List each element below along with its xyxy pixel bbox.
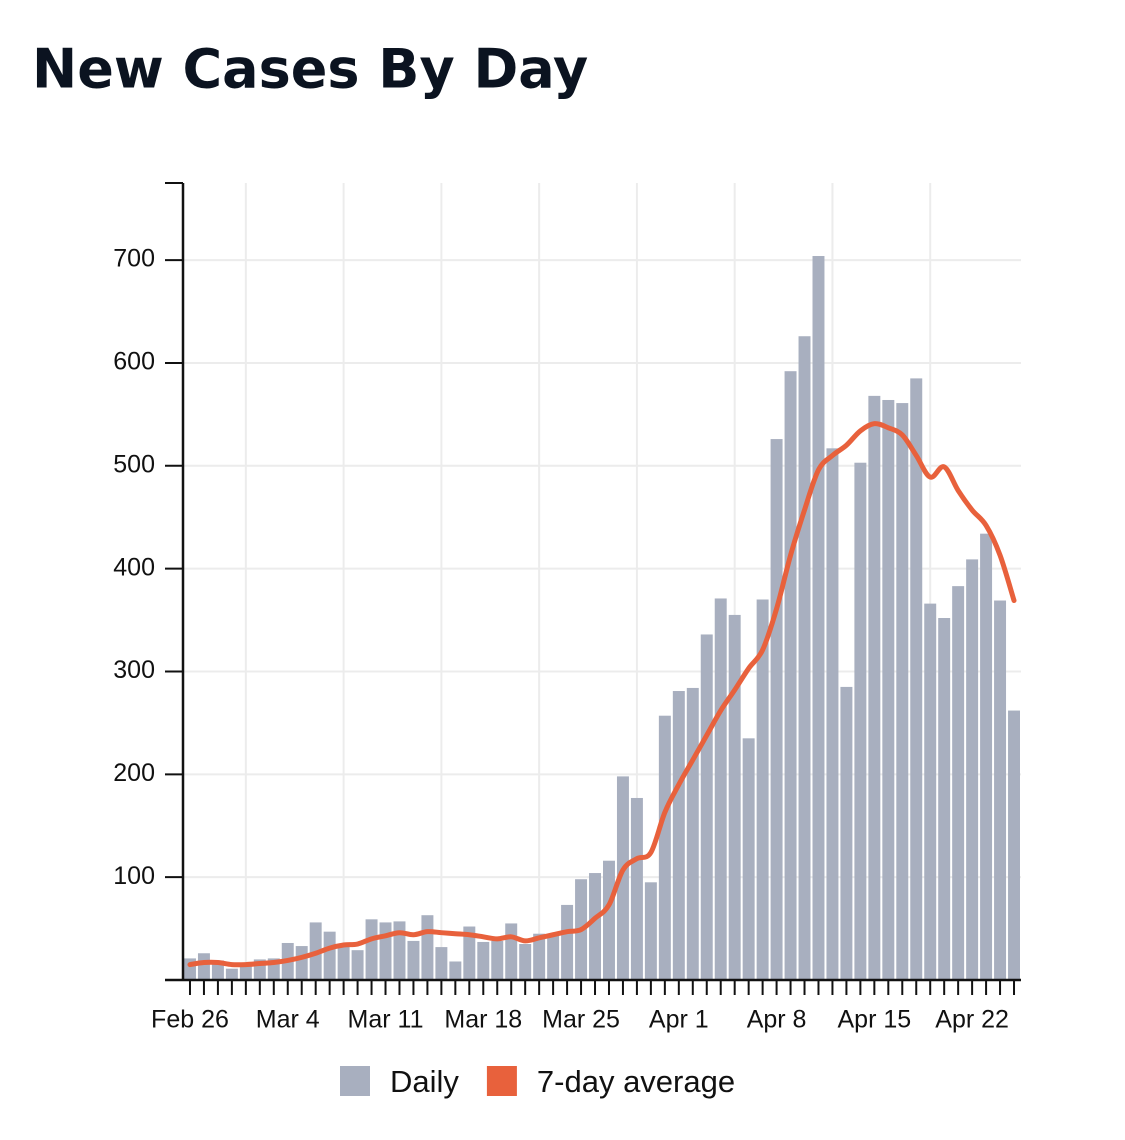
bar (295, 946, 308, 980)
bar (463, 926, 476, 980)
bar (561, 904, 574, 980)
bar (840, 686, 853, 980)
bar (826, 448, 839, 981)
bar (253, 959, 266, 980)
bar (603, 860, 615, 980)
bar (658, 715, 671, 980)
x-tick-label: Mar 11 (348, 1006, 424, 1034)
x-tick-label: Feb 26 (151, 1006, 229, 1034)
bar (421, 915, 434, 980)
y-tick-label: 500 (113, 450, 155, 478)
y-tick-label: 100 (113, 862, 155, 890)
y-tick-label: 200 (113, 759, 155, 787)
bar (784, 371, 797, 980)
bar (197, 953, 210, 980)
x-tick-label: Apr 15 (838, 1006, 912, 1034)
bar (798, 336, 811, 980)
bar (589, 873, 601, 980)
bar (672, 691, 685, 980)
bar (994, 600, 1007, 980)
bar (714, 598, 727, 980)
bar (323, 931, 336, 980)
bar (365, 919, 378, 980)
y-tick-label: 600 (113, 348, 155, 376)
bar (379, 922, 392, 980)
bar (225, 968, 238, 980)
x-tick-label: Apr 1 (649, 1006, 709, 1034)
bar (938, 618, 951, 980)
bar (616, 776, 629, 980)
bar (505, 923, 518, 980)
y-tick-label: 300 (113, 656, 155, 684)
chart-title: New Cases By Day (32, 38, 588, 101)
legend-label: 7-day average (537, 1064, 735, 1099)
bar (882, 399, 895, 980)
bar (966, 559, 979, 980)
bar (812, 256, 825, 980)
x-tick-label: Mar 25 (542, 1006, 620, 1034)
bar (519, 944, 532, 980)
bar (351, 950, 364, 980)
bar (1008, 710, 1020, 980)
bar (910, 378, 923, 980)
bar (952, 586, 965, 980)
y-tick-label: 700 (113, 245, 155, 273)
average-line (187, 421, 1017, 968)
bar (211, 960, 224, 980)
bar (728, 614, 741, 980)
bar (924, 603, 937, 980)
x-tick-label: Mar 18 (444, 1006, 522, 1034)
bar (337, 945, 350, 980)
bar (477, 941, 490, 980)
bar (547, 934, 560, 980)
bar (533, 933, 546, 980)
bar (239, 962, 252, 980)
legend-swatch (340, 1066, 370, 1096)
x-tick-label: Apr 8 (747, 1006, 807, 1034)
bar (686, 687, 699, 980)
bar (449, 961, 462, 980)
bar (407, 940, 420, 980)
x-tick-label: Apr 22 (935, 1006, 1009, 1034)
bar (184, 958, 196, 980)
bar (630, 797, 643, 980)
bar (491, 940, 504, 980)
legend-label: Daily (390, 1064, 459, 1099)
y-tick-label: 400 (113, 553, 155, 581)
bar (756, 599, 769, 980)
x-tick-label: Mar 4 (256, 1006, 320, 1034)
bar (980, 533, 993, 980)
bar (742, 738, 755, 980)
bar (896, 403, 909, 980)
legend-swatch (486, 1066, 517, 1096)
bar (700, 634, 713, 980)
bar (854, 462, 867, 980)
bar (644, 882, 657, 980)
bar (393, 921, 406, 980)
bar (868, 395, 881, 981)
bar (267, 958, 280, 980)
bar (435, 947, 448, 980)
bar (770, 439, 783, 981)
